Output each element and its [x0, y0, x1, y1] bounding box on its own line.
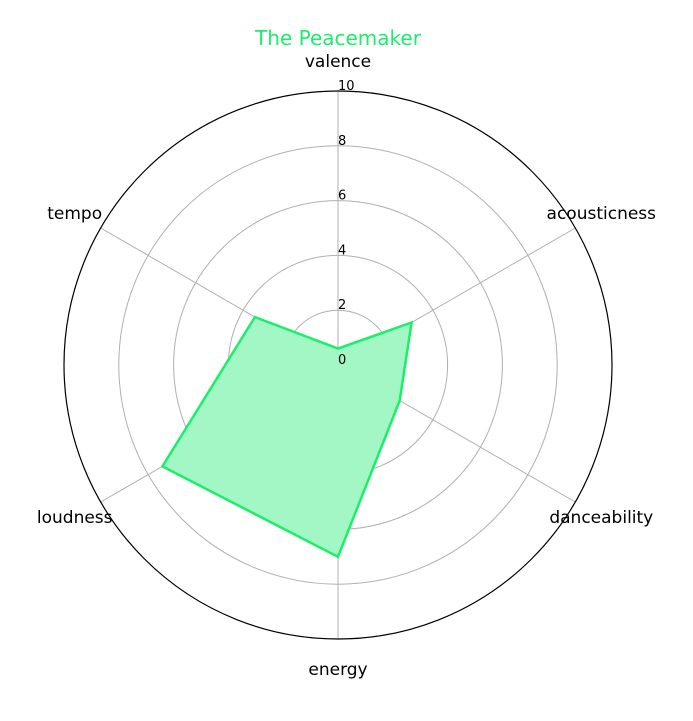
chart-title: The Peacemaker [254, 26, 422, 50]
r-tick-label: 6 [338, 189, 346, 204]
series-area [162, 317, 412, 557]
category-label-loudness: loudness [37, 508, 113, 528]
category-label-energy: energy [308, 660, 367, 680]
r-tick-label: 8 [338, 134, 346, 149]
radar-frame [63, 90, 613, 640]
r-tick-label: 4 [338, 243, 346, 258]
category-label-acousticness: acousticness [547, 204, 657, 224]
series-line [160, 315, 414, 559]
category-label-danceability: danceability [549, 508, 653, 528]
r-tick-label: 10 [338, 79, 355, 94]
radar-series [160, 315, 414, 559]
r-tick-label: 0 [338, 353, 346, 368]
radar-labels: 0 2 4 6 8 10 valence acousticness danceability en… [37, 52, 656, 680]
category-label-valence: valence [305, 52, 371, 72]
r-tick-label: 2 [338, 298, 346, 313]
category-label-tempo: tempo [47, 204, 102, 224]
outer-frame [63, 90, 613, 640]
